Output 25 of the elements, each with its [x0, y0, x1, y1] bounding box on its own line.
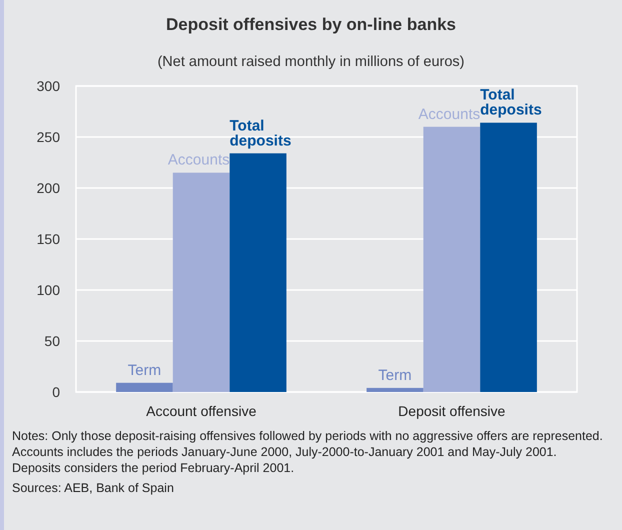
- source-note: Sources: AEB, Bank of Spain: [12, 481, 174, 495]
- bar: [116, 382, 173, 392]
- x-tick-label: Account offensive: [146, 403, 257, 419]
- bar: [480, 122, 537, 392]
- y-tick-label: 100: [36, 282, 60, 298]
- series-label: Total deposits: [230, 117, 292, 150]
- y-tick-label: 200: [36, 180, 60, 196]
- bar: [423, 126, 480, 392]
- series-label: Term: [128, 362, 162, 379]
- x-tick-label: Deposit offensive: [398, 403, 506, 419]
- text: Notes: Only those deposit-raising offensives followed by periods with no aggressive offers are represented. Accounts includes the periods January-June 2000, July-2000-to-January 2001 and May-July 2001. Deposits considers the period February-April 2001.: [12, 429, 603, 475]
- bar: [366, 388, 424, 392]
- text: Total deposits: [480, 86, 542, 119]
- y-tick-label: 0: [52, 384, 60, 400]
- chart-title: Deposit offensives by on-line banks: [166, 15, 456, 34]
- series-label: Accounts: [168, 152, 230, 169]
- text: Accounts: [418, 106, 480, 123]
- y-tick-label: 150: [36, 230, 60, 247]
- y-tick-label: 300: [36, 78, 60, 94]
- text: Term: [378, 366, 412, 384]
- chart-subtitle: (Net amount raised monthly in millions of euros): [157, 54, 465, 70]
- y-tick-label: 50: [44, 332, 60, 349]
- y-tick-label: 250: [36, 128, 60, 145]
- bar: [172, 172, 230, 392]
- bar: [230, 153, 286, 392]
